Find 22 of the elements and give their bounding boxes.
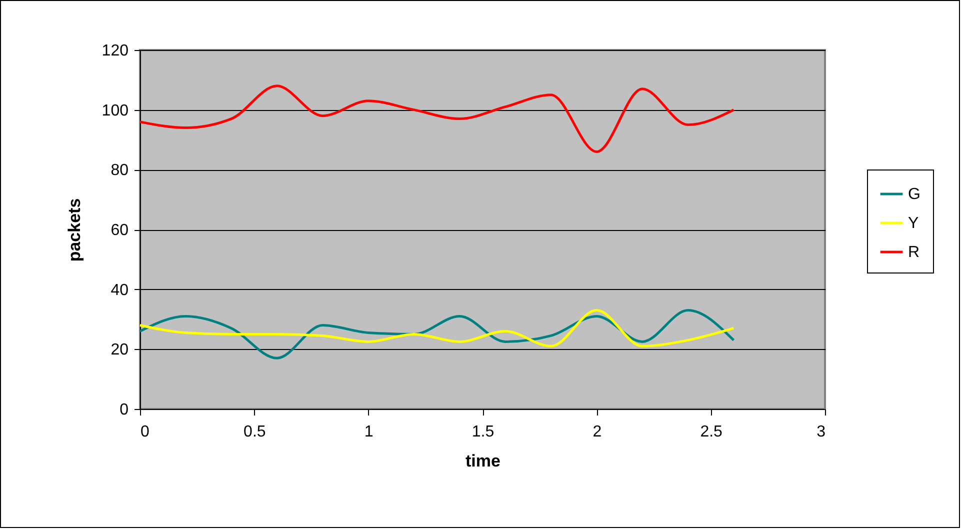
y-axis-title: packets [64, 198, 84, 262]
line-series [138, 309, 735, 348]
y-tick-label: 60 [110, 222, 129, 239]
legend-label: G [908, 186, 920, 203]
x-tick-label: 2 [592, 424, 602, 440]
y-tick-label: 120 [102, 42, 129, 60]
y-tick-label: 0 [120, 402, 129, 418]
x-tick-label: 1.5 [472, 424, 494, 440]
x-tick-label: 2.5 [700, 424, 723, 440]
y-tick-label: 80 [110, 162, 129, 180]
y-tick-label: 100 [102, 102, 129, 120]
x-tick-label: 3 [816, 424, 826, 440]
line-series [138, 84, 735, 153]
x-tick-label: 0 [140, 424, 150, 440]
y-tick-label: 20 [110, 342, 129, 359]
x-tick-label: 0.5 [244, 424, 266, 440]
line-series [138, 309, 735, 360]
legend-label: Y [908, 215, 919, 232]
y-tick-label: 40 [110, 282, 129, 299]
legend-label: R [908, 244, 920, 261]
x-tick-label: 1 [364, 424, 374, 440]
x-axis-title: time [466, 452, 500, 470]
